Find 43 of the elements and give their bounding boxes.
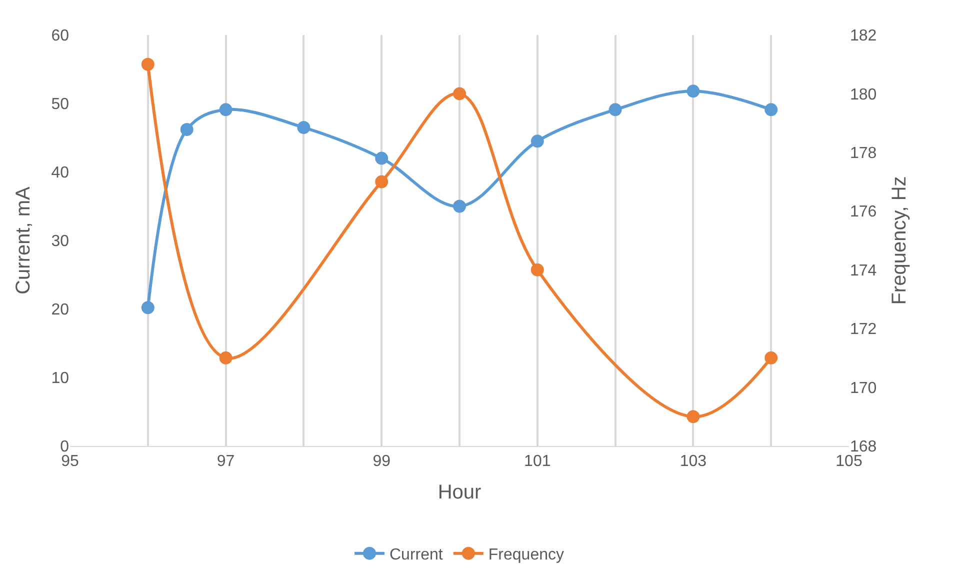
y-tick-label: 50 <box>51 96 70 114</box>
point <box>375 152 388 165</box>
point <box>141 301 154 314</box>
point <box>686 410 700 424</box>
y-tick-label: 20 <box>51 302 70 319</box>
x-tick-label: 103 <box>680 453 707 470</box>
y-tick-label: 10 <box>51 370 70 388</box>
y-tick-label: 30 <box>51 233 70 250</box>
point <box>453 200 466 213</box>
point <box>297 120 310 134</box>
point <box>141 58 154 71</box>
y-tick-label: 0 <box>60 438 70 456</box>
y2-tick-label: 170 <box>850 380 877 397</box>
point <box>764 103 778 116</box>
x-tick-label: 105 <box>836 453 862 470</box>
point <box>608 103 622 116</box>
x-tick-label: 101 <box>524 453 551 470</box>
point <box>686 84 700 98</box>
legend-label: Frequency <box>488 546 564 564</box>
y2-tick-label: 182 <box>850 28 877 45</box>
x-axis-title: Hour <box>438 482 482 504</box>
y-axis-title: Current, mA <box>12 186 35 294</box>
y2-tick-label: 180 <box>850 86 877 104</box>
y2-tick-label: 176 <box>850 204 877 221</box>
x-tick-label: 95 <box>61 453 79 470</box>
y2-tick-label: 168 <box>850 438 877 456</box>
y-tick-label: 40 <box>51 164 70 182</box>
point <box>530 134 544 148</box>
point <box>219 103 232 116</box>
y2-tick-label: 172 <box>850 321 877 338</box>
y2-axis-title: Frequency, Hz <box>888 176 910 305</box>
legend-label: Current <box>390 546 444 564</box>
point <box>453 87 466 100</box>
point <box>530 263 544 276</box>
point <box>375 175 388 188</box>
x-tick-label: 99 <box>372 453 391 470</box>
point <box>764 351 778 364</box>
y2-tick-label: 174 <box>850 262 877 280</box>
y-tick-label: 60 <box>51 28 70 45</box>
point <box>219 351 232 364</box>
x-tick-label: 97 <box>216 453 235 470</box>
point <box>180 123 194 136</box>
y2-tick-label: 178 <box>850 145 877 162</box>
